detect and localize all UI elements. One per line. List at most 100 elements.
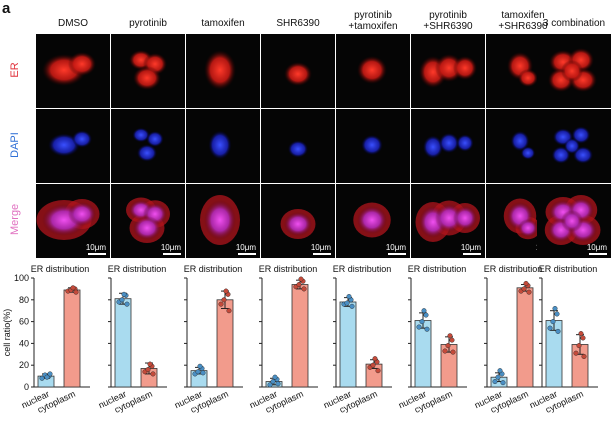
data-point xyxy=(581,353,587,359)
row-label: Merge xyxy=(9,203,21,235)
chart-title: ER distribution xyxy=(31,264,90,274)
data-point xyxy=(296,282,302,288)
micro-image-merge: 10μm xyxy=(261,184,335,258)
data-point xyxy=(344,300,350,306)
data-point xyxy=(580,335,586,341)
scale-bar-label: 10μm xyxy=(85,243,106,252)
bar-cytoplasm xyxy=(291,284,309,388)
bar-cytoplasm xyxy=(516,287,534,388)
scale-bar xyxy=(463,253,481,255)
micro-image-dapi xyxy=(537,109,611,183)
data-point xyxy=(526,289,532,295)
data-point xyxy=(552,306,558,312)
micro-image-merge: 10μm xyxy=(336,184,410,258)
row-label: ER xyxy=(9,62,21,78)
scale-bar-label: 10μm xyxy=(586,243,607,252)
data-point xyxy=(375,368,381,374)
y-axis-label: cell ratio(%) xyxy=(2,309,12,357)
data-point xyxy=(423,312,429,318)
data-point xyxy=(70,285,76,291)
data-point xyxy=(372,356,378,362)
chart-title: ER distribution xyxy=(408,264,467,274)
data-point xyxy=(370,362,376,368)
micro-image-merge: 10μm xyxy=(111,184,185,258)
data-point xyxy=(147,361,153,367)
micro-image-dapi xyxy=(186,109,260,183)
data-point xyxy=(124,301,130,307)
column-title: pyrotinib +tamoxifen xyxy=(348,10,398,32)
data-point xyxy=(523,280,529,286)
column-title: tamoxifen xyxy=(201,18,245,29)
data-point xyxy=(424,326,430,332)
scale-bar-label: 10μm xyxy=(310,243,331,252)
chart-title: ER distribution xyxy=(108,264,167,274)
data-point xyxy=(449,337,455,343)
data-point xyxy=(495,374,501,380)
data-point xyxy=(416,324,422,330)
bar-chart: ER distribution 0 20 40 60 80 100 cell ratio(%)… xyxy=(2,264,90,415)
micro-image-er xyxy=(186,34,260,108)
micro-image-er xyxy=(537,34,611,108)
bar-cytoplasm xyxy=(63,289,81,388)
micro-image-merge: 10μm xyxy=(186,184,260,258)
chart-title: ER distribution xyxy=(333,264,392,274)
scale-bar-label: 10μm xyxy=(160,243,181,252)
data-point xyxy=(419,319,425,325)
chart-title: ER distribution xyxy=(539,264,598,274)
micro-image-er xyxy=(336,34,410,108)
y-tick-label: 0 xyxy=(24,382,29,392)
micro-image-merge: 10μm xyxy=(411,184,485,258)
chart-title: ER distribution xyxy=(259,264,318,274)
data-point xyxy=(492,379,498,385)
micro-image-dapi xyxy=(111,109,185,183)
data-point xyxy=(497,368,503,374)
data-point xyxy=(521,286,527,292)
data-point xyxy=(573,350,579,356)
bar-nuclear xyxy=(339,301,357,388)
data-point xyxy=(298,276,304,282)
data-point xyxy=(447,333,453,339)
bar-nuclear xyxy=(114,298,132,388)
scale-bar xyxy=(313,253,331,255)
column-title: pyrotinib xyxy=(129,18,167,29)
y-tick-label: 100 xyxy=(14,273,29,283)
data-point xyxy=(197,363,203,369)
data-point xyxy=(200,370,206,376)
data-point xyxy=(272,374,278,380)
data-point xyxy=(554,311,560,317)
panel-letter: a xyxy=(2,0,11,17)
data-point xyxy=(150,371,156,377)
scale-bar-label: 10μm xyxy=(235,243,256,252)
data-point xyxy=(421,308,427,314)
column-title: DMSO xyxy=(58,18,88,29)
micro-image-dapi xyxy=(261,109,335,183)
column-title: pyrotinib +SHR6390 xyxy=(423,10,473,32)
data-point xyxy=(195,369,201,375)
data-point xyxy=(500,380,506,386)
micro-image-dapi xyxy=(411,109,485,183)
data-point xyxy=(578,331,584,337)
data-point xyxy=(226,308,232,314)
micro-image-er xyxy=(36,34,110,108)
y-tick-label: 20 xyxy=(19,360,29,370)
micro-image-er xyxy=(261,34,335,108)
micro-image-dapi xyxy=(36,109,110,183)
scale-bar xyxy=(589,253,607,255)
data-point xyxy=(349,303,355,309)
scale-bar-label: 10μm xyxy=(460,243,481,252)
data-point xyxy=(47,371,53,377)
data-point xyxy=(223,288,229,294)
bar-charts: ER distribution 0 20 40 60 80 100 cell ratio(%)… xyxy=(2,264,598,415)
data-point xyxy=(221,297,227,303)
scale-bar xyxy=(163,253,181,255)
data-point xyxy=(301,286,307,292)
data-point xyxy=(555,328,561,334)
data-point xyxy=(547,325,553,331)
data-point xyxy=(44,374,50,380)
data-point xyxy=(119,297,125,303)
